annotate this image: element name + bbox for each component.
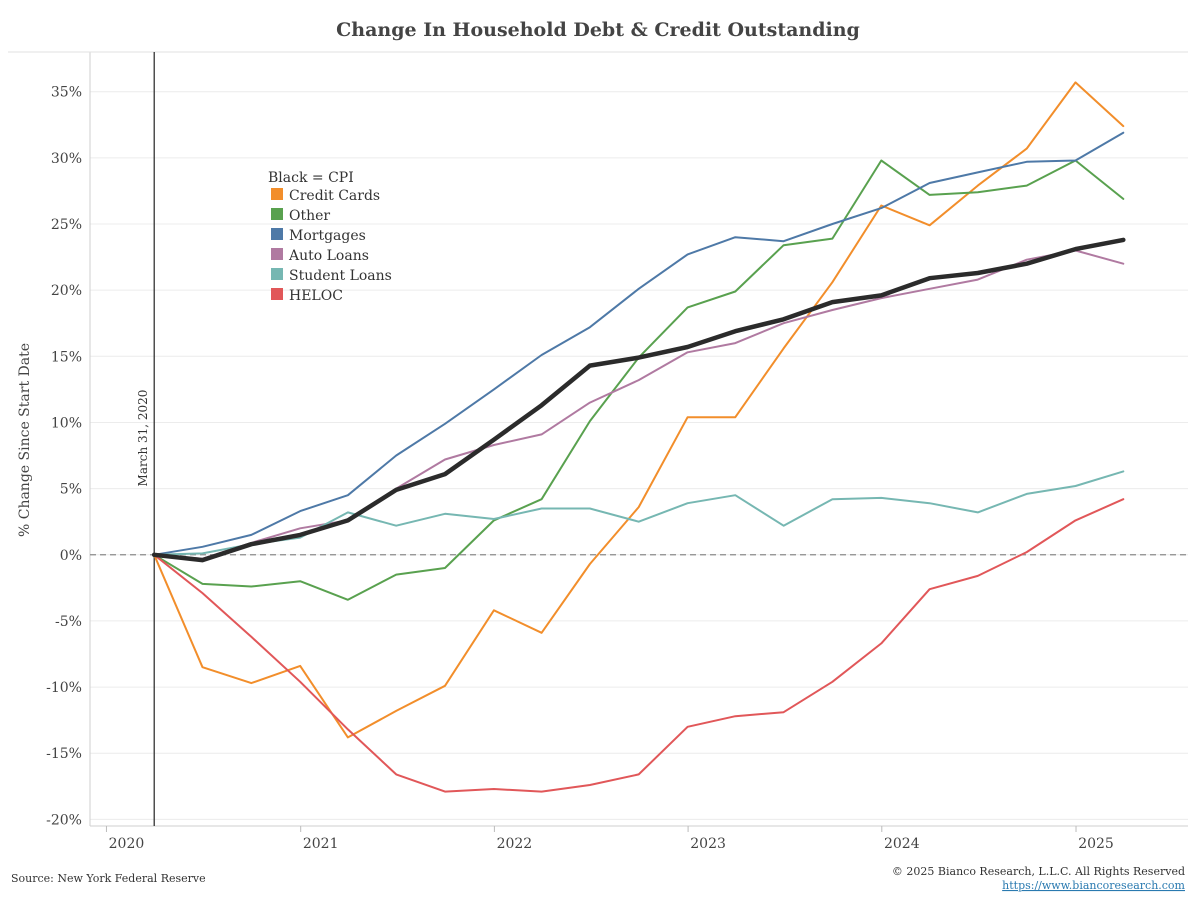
series-line-mortgages xyxy=(153,131,1125,556)
y-tick-label: 25% xyxy=(51,217,82,233)
y-axis-label: % Change Since Start Date xyxy=(17,343,33,537)
legend-label-other: Other xyxy=(289,208,330,224)
legend-label-mortgages: Mortgages xyxy=(289,228,366,244)
y-tick-label: -5% xyxy=(55,614,82,630)
website-link[interactable]: https://www.biancoresearch.com xyxy=(1002,879,1185,892)
legend-label-heloc: HELOC xyxy=(289,288,343,304)
y-tick-label: 0% xyxy=(60,548,82,564)
series-lines xyxy=(151,81,1126,793)
y-tick-label: -10% xyxy=(46,680,82,696)
y-axis-ticks: 35% 30% 25% 20% 15% 10% 5% 0% -5% -10% -15% -20% xyxy=(46,85,82,829)
chart-title: Change In Household Debt & Credit Outsta… xyxy=(336,19,860,41)
source-note: Source: New York Federal Reserve xyxy=(11,872,206,885)
plot-frame xyxy=(8,51,1188,827)
y-tick-label: 30% xyxy=(51,151,82,167)
y-tick-label: 20% xyxy=(51,283,82,299)
copyright-note: © 2025 Bianco Research, L.L.C. All Right… xyxy=(892,865,1185,878)
x-tick-label: 2025 xyxy=(1078,836,1114,852)
x-tick-label: 2024 xyxy=(884,836,920,852)
legend-label-credit-cards: Credit Cards xyxy=(289,188,380,204)
legend: Black = CPI Credit Cards Other Mortgages Au… xyxy=(268,170,392,304)
legend-swatch-student-loans xyxy=(271,268,283,280)
series-line-cpi xyxy=(151,237,1126,563)
legend-swatch-other xyxy=(271,208,283,220)
legend-swatch-heloc xyxy=(271,288,283,300)
y-tick-label: 15% xyxy=(51,349,82,365)
y-tick-label: 35% xyxy=(51,85,82,101)
y-tick-label: 10% xyxy=(51,415,82,431)
legend-swatch-mortgages xyxy=(271,228,283,240)
y-tick-label: -20% xyxy=(46,812,82,828)
series-line-heloc xyxy=(153,498,1125,793)
legend-swatch-auto-loans xyxy=(271,248,283,260)
legend-title: Black = CPI xyxy=(268,170,354,186)
legend-swatch-credit-cards xyxy=(271,188,283,200)
reference-line-label: March 31, 2020 xyxy=(136,390,150,487)
series-line-auto-loans xyxy=(153,249,1125,560)
reference-line: March 31, 2020 xyxy=(136,52,155,826)
legend-label-student-loans: Student Loans xyxy=(289,268,392,284)
x-tick-label: 2022 xyxy=(497,836,533,852)
y-tick-label: 5% xyxy=(60,482,82,498)
x-tick-label: 2021 xyxy=(303,836,339,852)
legend-label-auto-loans: Auto Loans xyxy=(288,248,369,264)
series-line-credit-cards xyxy=(153,81,1125,739)
x-axis-ticks: 2020 2021 2022 2023 2024 2025 xyxy=(105,826,1114,852)
y-tick-label: -15% xyxy=(46,746,82,762)
x-tick-label: 2023 xyxy=(690,836,726,852)
x-tick-label: 2020 xyxy=(109,836,145,852)
